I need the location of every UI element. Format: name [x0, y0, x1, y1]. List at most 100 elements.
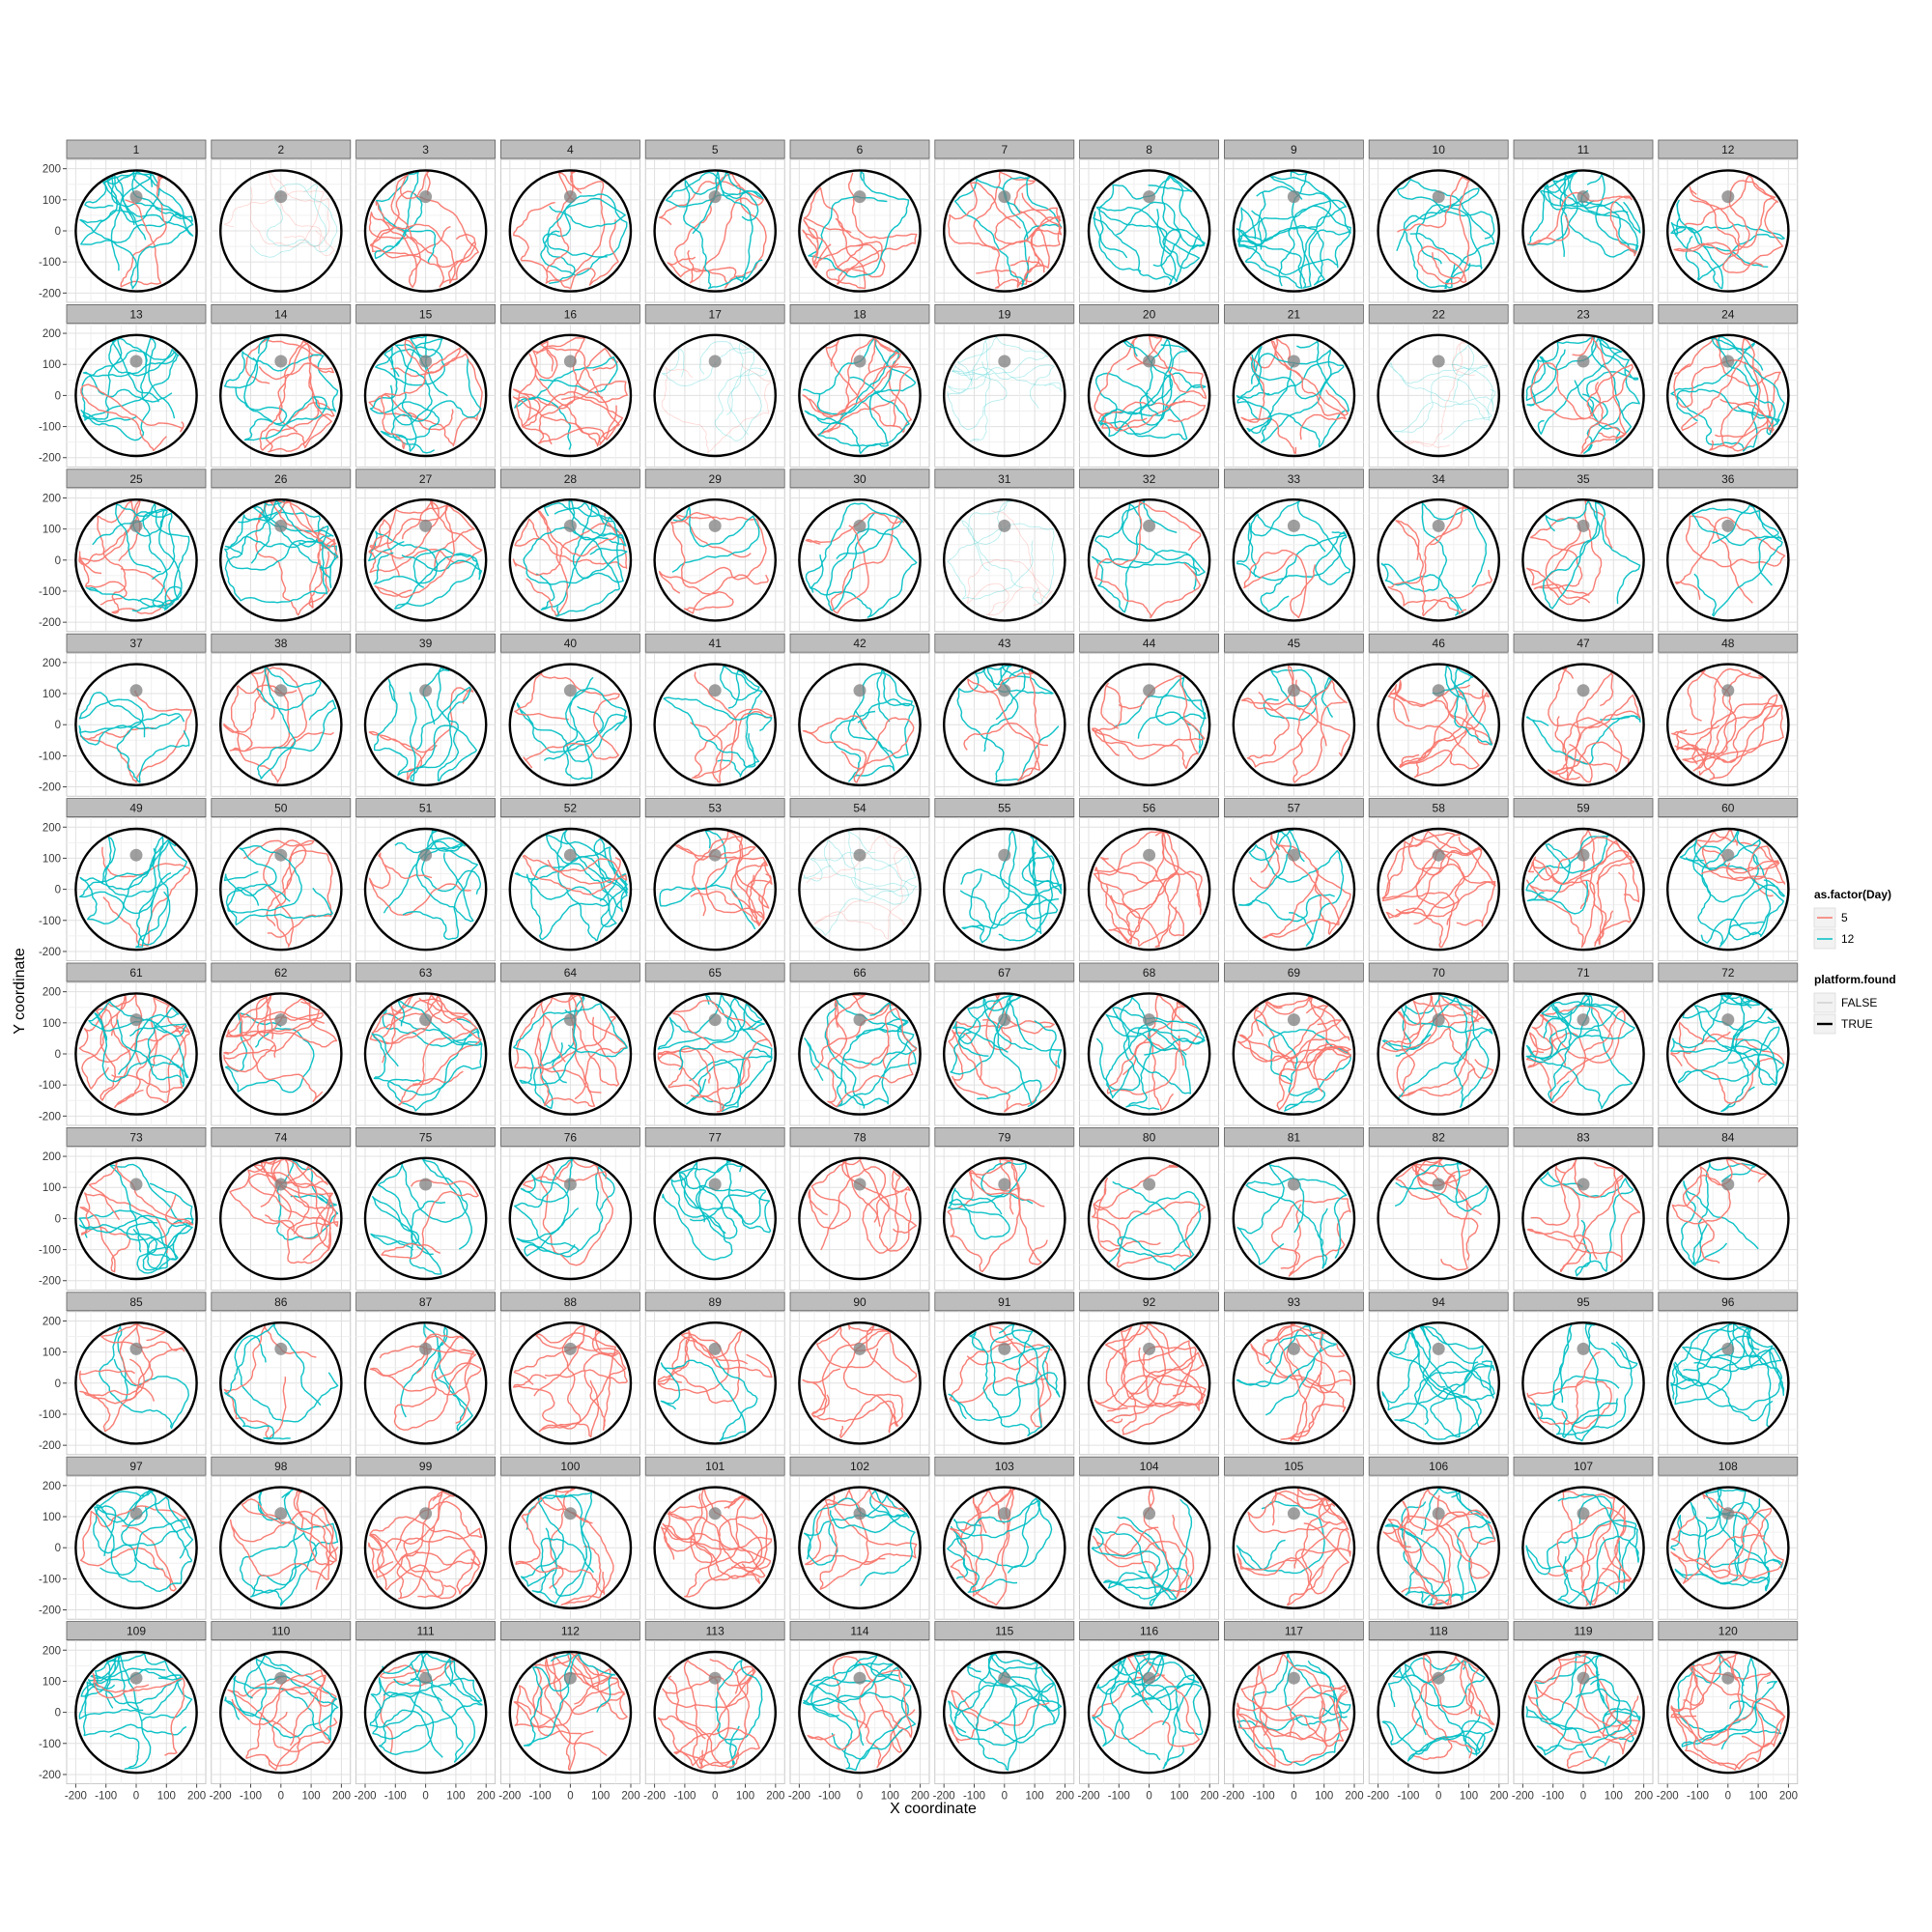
facet-strip [644, 303, 785, 324]
pool-boundary [1377, 992, 1501, 1116]
x-tick-label: 0 [1002, 1791, 1008, 1803]
platform-marker [998, 1671, 1011, 1685]
swim-path [78, 1667, 184, 1719]
facet-strip [789, 1292, 930, 1312]
swim-path [1237, 996, 1328, 1064]
facet-strip [355, 303, 497, 324]
pool-boundary [653, 333, 778, 458]
swim-path [1409, 204, 1483, 270]
pool-boundary [508, 497, 633, 622]
platform-marker [129, 355, 143, 368]
swim-path [1526, 829, 1630, 949]
swim-path [516, 702, 628, 763]
swim-path [547, 197, 626, 258]
facet-strip-label: 51 [419, 802, 433, 815]
facet-strip [934, 139, 1075, 159]
facet-strip [934, 633, 1075, 653]
pool-boundary [1377, 333, 1501, 458]
swim-path [1382, 996, 1468, 1100]
platform-marker [1432, 1507, 1445, 1520]
pool-boundary [74, 1650, 198, 1775]
pool-boundary [1232, 992, 1356, 1116]
swim-path [369, 500, 475, 572]
swim-path [394, 548, 483, 610]
swim-path [664, 1489, 766, 1578]
swim-path [1685, 830, 1772, 944]
facet-panel: 52 [500, 798, 640, 961]
swim-path [409, 667, 477, 782]
facet-strip-label: 67 [998, 966, 1011, 980]
swim-path [369, 346, 440, 454]
swim-path [1525, 1011, 1587, 1104]
swim-path [1094, 862, 1171, 948]
swim-path [953, 176, 1063, 287]
swim-path [808, 171, 910, 278]
swim-path [819, 1489, 906, 1590]
swim-path [994, 192, 1063, 273]
facet-panel: 23 [1513, 303, 1654, 468]
swim-path [513, 172, 606, 282]
swim-path [1557, 1493, 1639, 1606]
pool-boundary [1665, 497, 1790, 622]
facet-panel: 20 [1079, 303, 1219, 468]
facet-strip [500, 798, 640, 817]
y-tick-label: -100 [39, 257, 61, 269]
swim-path [660, 1358, 758, 1442]
pool-boundary [1377, 169, 1501, 293]
swim-path [1532, 837, 1640, 947]
pool-boundary [1087, 827, 1211, 952]
x-tick-label: 200 [332, 1791, 351, 1803]
swim-path [1094, 335, 1208, 430]
swim-path [1094, 500, 1202, 619]
x-tick-label: -100 [1253, 1791, 1275, 1803]
pool-boundary [218, 1486, 343, 1610]
swim-path [1525, 994, 1634, 1110]
x-tick-label: -100 [673, 1791, 696, 1803]
facet-strip-label: 79 [998, 1130, 1011, 1144]
pool-boundary [363, 827, 488, 952]
facet-strip [644, 1292, 785, 1312]
pool-boundary [1377, 1156, 1501, 1281]
facet-strip [1079, 1456, 1219, 1476]
swim-path [1700, 845, 1786, 885]
swim-path [802, 715, 915, 783]
swim-path [276, 1159, 339, 1241]
legend-label: 5 [1841, 911, 1848, 924]
swim-path [224, 505, 334, 571]
swim-path [233, 1655, 338, 1742]
facet-panel: 26 [211, 469, 352, 633]
swim-path [1559, 174, 1638, 258]
swim-path [1691, 1161, 1756, 1264]
pool-boundary [74, 169, 198, 293]
platform-marker [998, 1178, 1011, 1191]
x-tick-label: 200 [1634, 1791, 1653, 1803]
facet-strip [1079, 1621, 1219, 1640]
platform-marker [419, 1671, 433, 1685]
facet-strip [789, 1127, 930, 1147]
facet-strip-label: 68 [1143, 966, 1156, 980]
facet-panel: 101 [644, 1456, 785, 1620]
facet-panel: 62 [211, 962, 352, 1126]
facet-panel: 22 [1368, 303, 1509, 468]
facet-panel: 2 [211, 139, 352, 303]
facet-panel: 94 [1368, 1292, 1509, 1456]
pool-boundary [1521, 992, 1645, 1116]
swim-path [1543, 171, 1639, 255]
facet-panel: 113 -200 -100 0 100 200 [643, 1621, 785, 1803]
swim-path [526, 1492, 595, 1605]
platform-marker [1721, 355, 1735, 368]
facet-strip [355, 1292, 497, 1312]
facet-strip [211, 1127, 352, 1147]
swim-path [79, 1322, 166, 1433]
x-tick-label: 200 [1056, 1791, 1074, 1803]
facet-strip-label: 86 [274, 1295, 288, 1309]
swim-path [953, 1653, 1050, 1747]
swim-path [1423, 1654, 1475, 1759]
facet-panel: 120 -200 -100 0 100 200 [1657, 1621, 1799, 1803]
swim-path [1116, 175, 1206, 268]
platform-marker [274, 1507, 288, 1520]
swim-path [229, 1510, 339, 1590]
facet-strip [1224, 798, 1364, 817]
pool-boundary [508, 1650, 633, 1775]
x-axis-title: X coordinate [890, 1801, 977, 1817]
